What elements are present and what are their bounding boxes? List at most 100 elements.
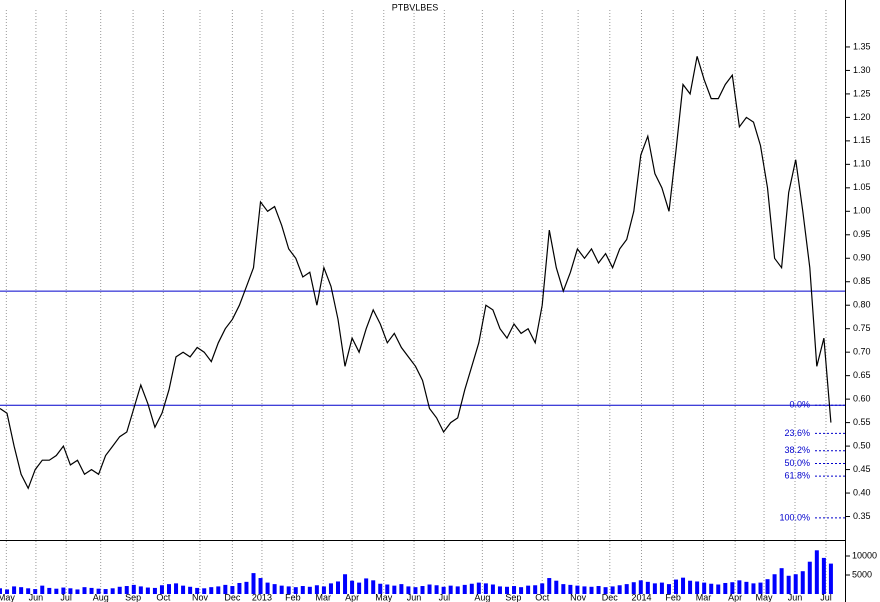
volume-tick-label: 10000: [852, 550, 877, 560]
volume-bar: [772, 574, 777, 594]
volume-bar: [279, 585, 284, 594]
volume-bar: [406, 586, 411, 594]
chart-title: PTBVLBES: [392, 2, 439, 12]
volume-bar: [307, 586, 312, 594]
volume-bar: [596, 586, 601, 594]
volume-bar: [237, 582, 242, 594]
volume-bar: [350, 580, 355, 594]
volume-bar: [547, 578, 552, 594]
volume-bar: [645, 581, 650, 594]
volume-bar: [328, 583, 333, 594]
volume-bar: [758, 582, 763, 594]
volume-bar: [82, 587, 87, 594]
volume-bar: [286, 586, 291, 594]
volume-bar: [624, 584, 629, 594]
x-tick-label: Apr: [728, 592, 742, 602]
x-tick-label: Aug: [93, 592, 109, 602]
volume-bar: [807, 561, 812, 594]
volume-tick-label: 5000: [852, 569, 872, 579]
y-tick-label: 1.00: [853, 206, 871, 216]
x-tick-label: Apr: [345, 592, 359, 602]
volume-bar: [441, 586, 446, 594]
volume-bar: [110, 588, 115, 594]
x-tick-label: Dec: [602, 592, 619, 602]
volume-bar: [33, 589, 38, 594]
y-tick-label: 1.15: [853, 135, 871, 145]
x-tick-label: Jun: [29, 592, 44, 602]
volume-bar: [61, 587, 66, 594]
volume-bar: [300, 586, 305, 594]
volume-bar: [688, 580, 693, 594]
x-tick-label: Jun: [407, 592, 422, 602]
volume-bar: [540, 583, 545, 594]
volume-bar: [357, 582, 362, 594]
y-tick-label: 0.55: [853, 417, 871, 427]
volume-bar: [230, 586, 235, 594]
fib-label: 61.8%: [784, 471, 810, 481]
volume-bar: [378, 583, 383, 594]
volume-bar: [476, 582, 481, 594]
volume-bar: [131, 584, 136, 594]
volume-bar: [138, 586, 143, 594]
volume-bar: [202, 588, 207, 594]
volume-bar: [314, 585, 319, 594]
volume-bar: [40, 585, 45, 594]
volume-bar: [702, 582, 707, 594]
volume-bar: [533, 585, 538, 594]
y-tick-label: 0.65: [853, 370, 871, 380]
volume-bar: [681, 577, 686, 594]
volume-bar: [89, 587, 94, 594]
volume-bar: [12, 586, 17, 594]
volume-bar: [364, 578, 369, 594]
x-tick-label: Sep: [125, 592, 141, 602]
volume-bar: [603, 587, 608, 594]
volume-bar: [371, 580, 376, 594]
x-tick-label: Jul: [820, 592, 832, 602]
volume-bar: [399, 584, 404, 594]
volume-bar: [244, 581, 249, 594]
volume-bar: [568, 584, 573, 594]
volume-bar: [638, 580, 643, 594]
y-tick-label: 0.85: [853, 276, 871, 286]
volume-bar: [343, 574, 348, 594]
volume-bar: [814, 550, 819, 594]
volume-bar: [652, 583, 657, 594]
volume-bar: [659, 582, 664, 594]
volume-bar: [251, 573, 256, 594]
volume-bar: [554, 580, 559, 594]
y-tick-label: 1.20: [853, 112, 871, 122]
volume-bar: [751, 583, 756, 594]
volume-bar: [19, 587, 24, 594]
volume-bar: [427, 584, 432, 594]
volume-bar: [744, 581, 749, 594]
volume-bar: [666, 584, 671, 594]
x-tick-label: Dec: [224, 592, 241, 602]
volume-bar: [631, 582, 636, 594]
volume-bar: [152, 587, 157, 594]
x-tick-label: Nov: [570, 592, 587, 602]
volume-bar: [674, 579, 678, 594]
volume-bar: [434, 585, 439, 594]
volume-bar: [462, 584, 467, 594]
fib-label: 0.0%: [789, 400, 810, 410]
fib-label: 23.6%: [784, 428, 810, 438]
y-tick-label: 0.40: [853, 487, 871, 497]
volume-bar: [786, 575, 791, 594]
x-tick-label: 2013: [252, 592, 272, 602]
volume-bar: [582, 586, 587, 594]
y-tick-label: 0.50: [853, 440, 871, 450]
volume-bar: [589, 586, 594, 594]
volume-bar: [174, 583, 179, 594]
y-tick-label: 0.75: [853, 323, 871, 333]
volume-bar: [490, 584, 495, 594]
volume-bar: [610, 586, 615, 594]
y-tick-label: 0.90: [853, 253, 871, 263]
volume-bar: [455, 586, 460, 594]
x-tick-label: Feb: [665, 592, 681, 602]
volume-bar: [505, 586, 509, 594]
volume-bar: [117, 586, 122, 594]
volume-bar: [709, 583, 714, 594]
volume-bar: [181, 585, 186, 594]
y-tick-label: 0.70: [853, 347, 871, 357]
